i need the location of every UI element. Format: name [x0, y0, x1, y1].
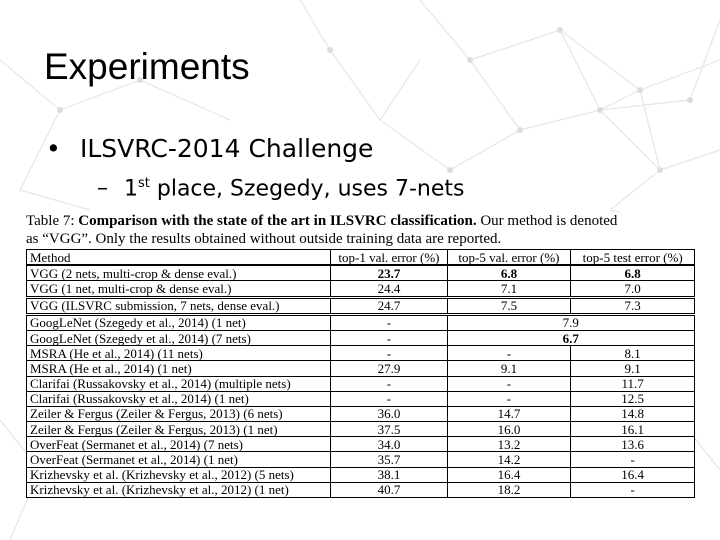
- table-row: GoogLeNet (Szegedy et al., 2014) (7 nets…: [25, 329, 696, 347]
- table-caption: Table 7: Comparison with the state of th…: [26, 212, 702, 248]
- table-cell: 7.9: [446, 312, 696, 331]
- table-cell: VGG (2 nets, multi-crop & dense eval.): [25, 264, 332, 282]
- table-cell: 38.1: [330, 466, 448, 483]
- table-row: Zeiler & Fergus (Zeiler & Fergus, 2013) …: [25, 405, 695, 423]
- sub-bullet-item: – 1st place, Szegedy, uses 7-nets: [97, 176, 464, 201]
- table-cell: Zeiler & Fergus (Zeiler & Fergus, 2013) …: [25, 421, 332, 438]
- table-cell: GoogLeNet (Szegedy et al., 2014) (1 net): [25, 312, 332, 331]
- table-cell: 7.3: [570, 295, 695, 315]
- table-cell: 9.1: [446, 360, 572, 377]
- table-cell: 14.7: [446, 405, 572, 423]
- table-row: Zeiler & Fergus (Zeiler & Fergus, 2013) …: [25, 421, 695, 438]
- table-cell: 6.7: [446, 329, 696, 347]
- table-row: MSRA (He et al., 2014) (11 nets) - -8.1: [25, 345, 695, 362]
- table-cell: 6.8: [446, 264, 572, 282]
- table-cell: VGG (1 net, multi-crop & dense eval.): [25, 280, 332, 298]
- table-cell: 35.7: [330, 451, 448, 468]
- table-cell: 16.4: [570, 466, 695, 483]
- sub-bullet-prefix: 1: [124, 176, 138, 202]
- table-cell: -: [446, 390, 572, 407]
- table-cell: 11.7: [570, 375, 695, 392]
- results-table: Method top-1 val. error (%) top-5 val. err…: [25, 249, 696, 499]
- table-cell: Clarifai (Russakovsky et al., 2014) (1 n…: [25, 390, 332, 407]
- table-cell: 37.5: [330, 421, 448, 438]
- sub-bullet-superscript: st: [138, 176, 150, 191]
- table-cell: 6.8: [570, 264, 695, 282]
- table-row: VGG (ILSVRC submission, 7 nets, dense ev…: [25, 295, 695, 315]
- table-cell: Krizhevsky et al. (Krizhevsky et al., 20…: [25, 466, 332, 483]
- table-cell: 24.7: [330, 295, 448, 315]
- table-row: MSRA (He et al., 2014) (1 net) 27.9 9.1 9.1: [25, 360, 695, 377]
- table-row: VGG (1 net, multi-crop & dense eval.) 24.…: [25, 280, 695, 298]
- table-cell: 16.0: [446, 421, 572, 438]
- table-cell: -: [330, 345, 448, 362]
- table-cell: Zeiler & Fergus (Zeiler & Fergus, 2013) …: [25, 405, 332, 423]
- bullet-item: • ILSVRC-2014 Challenge: [46, 134, 373, 163]
- table-cell: MSRA (He et al., 2014) (1 net): [25, 360, 332, 377]
- table-cell: -: [570, 481, 695, 499]
- table-cell: -: [330, 312, 448, 331]
- table-cell: -: [330, 390, 448, 407]
- table-cell: OverFeat (Sermanet et al., 2014) (7 nets…: [25, 436, 332, 453]
- table-cell: 14.8: [570, 405, 695, 423]
- table-cell: -: [330, 375, 448, 392]
- table-cell: Clarifai (Russakovsky et al., 2014) (mul…: [25, 375, 332, 392]
- table-cell: 24.4: [330, 280, 448, 298]
- table-cell: 8.1: [570, 345, 695, 362]
- table-header-row: Method top-1 val. error (%) top-5 val. err…: [25, 249, 695, 267]
- table-row: VGG (2 nets, multi-crop & dense eval.) 23…: [25, 264, 695, 282]
- table-cell: 13.6: [570, 436, 695, 453]
- table-cell: -: [446, 345, 572, 362]
- table-row: Krizhevsky et al. (Krizhevsky et al., 20…: [25, 466, 695, 483]
- table-cell: 12.5: [570, 390, 695, 407]
- column-header: top-5 val. error (%): [446, 249, 572, 267]
- caption-text-line2: as “VGG”. Only the results obtained with…: [26, 231, 502, 247]
- table-cell: MSRA (He et al., 2014) (11 nets): [25, 345, 332, 362]
- table-cell: -: [330, 329, 448, 347]
- table-row: OverFeat (Sermanet et al., 2014) (7 nets…: [25, 436, 695, 453]
- table-cell: 13.2: [446, 436, 572, 453]
- slide-title: Experiments: [44, 46, 250, 87]
- caption-text-line1: Our method is denoted: [476, 213, 618, 229]
- column-header: top-5 test error (%): [570, 249, 695, 267]
- table-cell: 40.7: [330, 481, 448, 499]
- table-cell: 16.4: [446, 466, 572, 483]
- caption-bold-text: Comparison with the state of the art in …: [78, 213, 477, 229]
- column-header: Method: [25, 249, 332, 267]
- table-cell: 23.7: [330, 264, 448, 282]
- table-row: Clarifai (Russakovsky et al., 2014) (mul…: [25, 375, 695, 392]
- table-cell: 27.9: [330, 360, 448, 377]
- table-cell: VGG (ILSVRC submission, 7 nets, dense ev…: [25, 295, 332, 315]
- table-cell: 9.1: [570, 360, 695, 377]
- table-cell: 18.2: [446, 481, 572, 499]
- table-row: OverFeat (Sermanet et al., 2014) (1 net)…: [25, 451, 695, 468]
- table-cell: 14.2: [446, 451, 572, 468]
- table-cell: -: [570, 451, 695, 468]
- table-cell: 7.0: [570, 280, 695, 298]
- dash-icon: –: [97, 176, 108, 202]
- table-row: Clarifai (Russakovsky et al., 2014) (1 n…: [25, 390, 695, 407]
- table-cell: OverFeat (Sermanet et al., 2014) (1 net): [25, 451, 332, 468]
- table-cell: Krizhevsky et al. (Krizhevsky et al., 20…: [25, 481, 332, 499]
- table-row: GoogLeNet (Szegedy et al., 2014) (1 net)…: [25, 312, 696, 331]
- bullet-dot-icon: •: [46, 134, 61, 163]
- column-header: top-1 val. error (%): [330, 249, 448, 267]
- table-cell: 7.1: [446, 280, 572, 298]
- table-cell: GoogLeNet (Szegedy et al., 2014) (7 nets…: [25, 329, 332, 347]
- bullet-text: ILSVRC-2014 Challenge: [80, 134, 374, 163]
- table-cell: 16.1: [570, 421, 695, 438]
- table-cell: 36.0: [330, 405, 448, 423]
- table-cell: 7.5: [446, 295, 572, 315]
- table-row: Krizhevsky et al. (Krizhevsky et al., 20…: [25, 481, 695, 499]
- table-cell: -: [446, 375, 572, 392]
- table-cell: 34.0: [330, 436, 448, 453]
- caption-label: Table 7:: [26, 213, 75, 229]
- sub-bullet-text: place, Szegedy, uses 7-nets: [149, 176, 465, 202]
